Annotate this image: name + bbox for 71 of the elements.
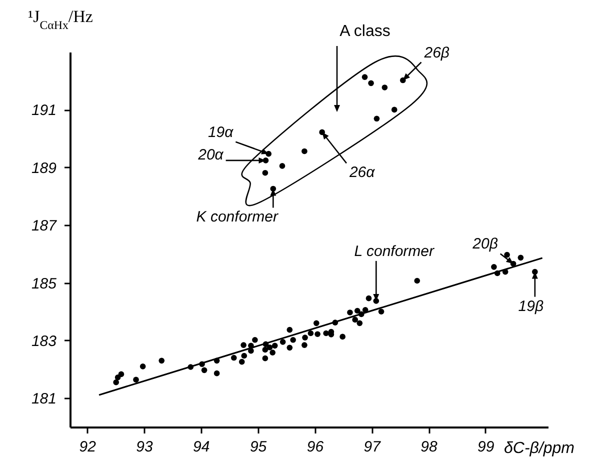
point [391, 106, 398, 113]
y-tick-label: 185 [31, 275, 58, 292]
point [266, 344, 273, 350]
point [201, 367, 208, 374]
x-tick-label: 94 [193, 438, 210, 456]
point [347, 310, 353, 316]
point [302, 342, 308, 348]
point [279, 163, 286, 169]
y-tick-label: 183 [31, 332, 58, 350]
point [286, 326, 293, 333]
point [140, 364, 146, 370]
point [323, 330, 329, 336]
point [414, 278, 420, 284]
x-tick-label: 93 [136, 438, 154, 456]
point [356, 320, 363, 326]
x-tick-label: 95 [250, 438, 268, 456]
y-axis-title: ¹J$_{CαHx}$/Hz [28, 7, 94, 32]
point [368, 80, 374, 86]
point [362, 74, 368, 80]
point [302, 334, 308, 340]
point [518, 254, 524, 261]
point [240, 342, 246, 348]
point [230, 354, 237, 361]
x-tick-label: 98 [420, 438, 438, 456]
annotation: 20β [472, 236, 498, 253]
point [270, 350, 276, 356]
annotation: 20α [197, 146, 224, 164]
annotation: 26β [423, 44, 450, 62]
point [366, 295, 372, 302]
point [262, 355, 268, 362]
point [286, 344, 293, 351]
annotation: K conformer [196, 208, 279, 226]
point [214, 370, 220, 376]
x-tick-label: 92 [79, 438, 97, 456]
point [352, 316, 358, 323]
point [280, 338, 286, 345]
y-tick-label: 189 [31, 160, 58, 177]
annotation: L conformer [354, 242, 436, 260]
x-tick-label: 97 [364, 438, 382, 456]
y-tick-label: 187 [31, 218, 58, 235]
point [491, 264, 497, 270]
annotation: 19β [518, 298, 544, 315]
point [262, 170, 268, 176]
point [302, 148, 308, 154]
point [374, 116, 380, 122]
x-tick-label: 96 [306, 438, 324, 456]
y-tick-label: 181 [31, 390, 56, 408]
point [241, 352, 248, 359]
x-axis-title: δC-β/ppm [504, 440, 574, 457]
annotation: 19α [208, 124, 234, 141]
point [313, 320, 320, 326]
y-tick-label: 191 [31, 102, 56, 120]
point [272, 342, 278, 349]
point [133, 376, 139, 383]
annotation: 26α [348, 164, 376, 182]
point [118, 371, 124, 378]
point [504, 252, 510, 258]
point [252, 336, 258, 343]
point [308, 330, 314, 336]
x-tick-label: 99 [478, 438, 495, 456]
point [314, 331, 320, 338]
point [354, 308, 360, 314]
point [382, 84, 388, 90]
point [340, 334, 346, 340]
point [158, 358, 165, 364]
point [262, 346, 268, 353]
text: A class [340, 23, 390, 40]
point [238, 358, 245, 365]
point [378, 308, 384, 315]
point [113, 379, 120, 386]
point [290, 336, 296, 343]
